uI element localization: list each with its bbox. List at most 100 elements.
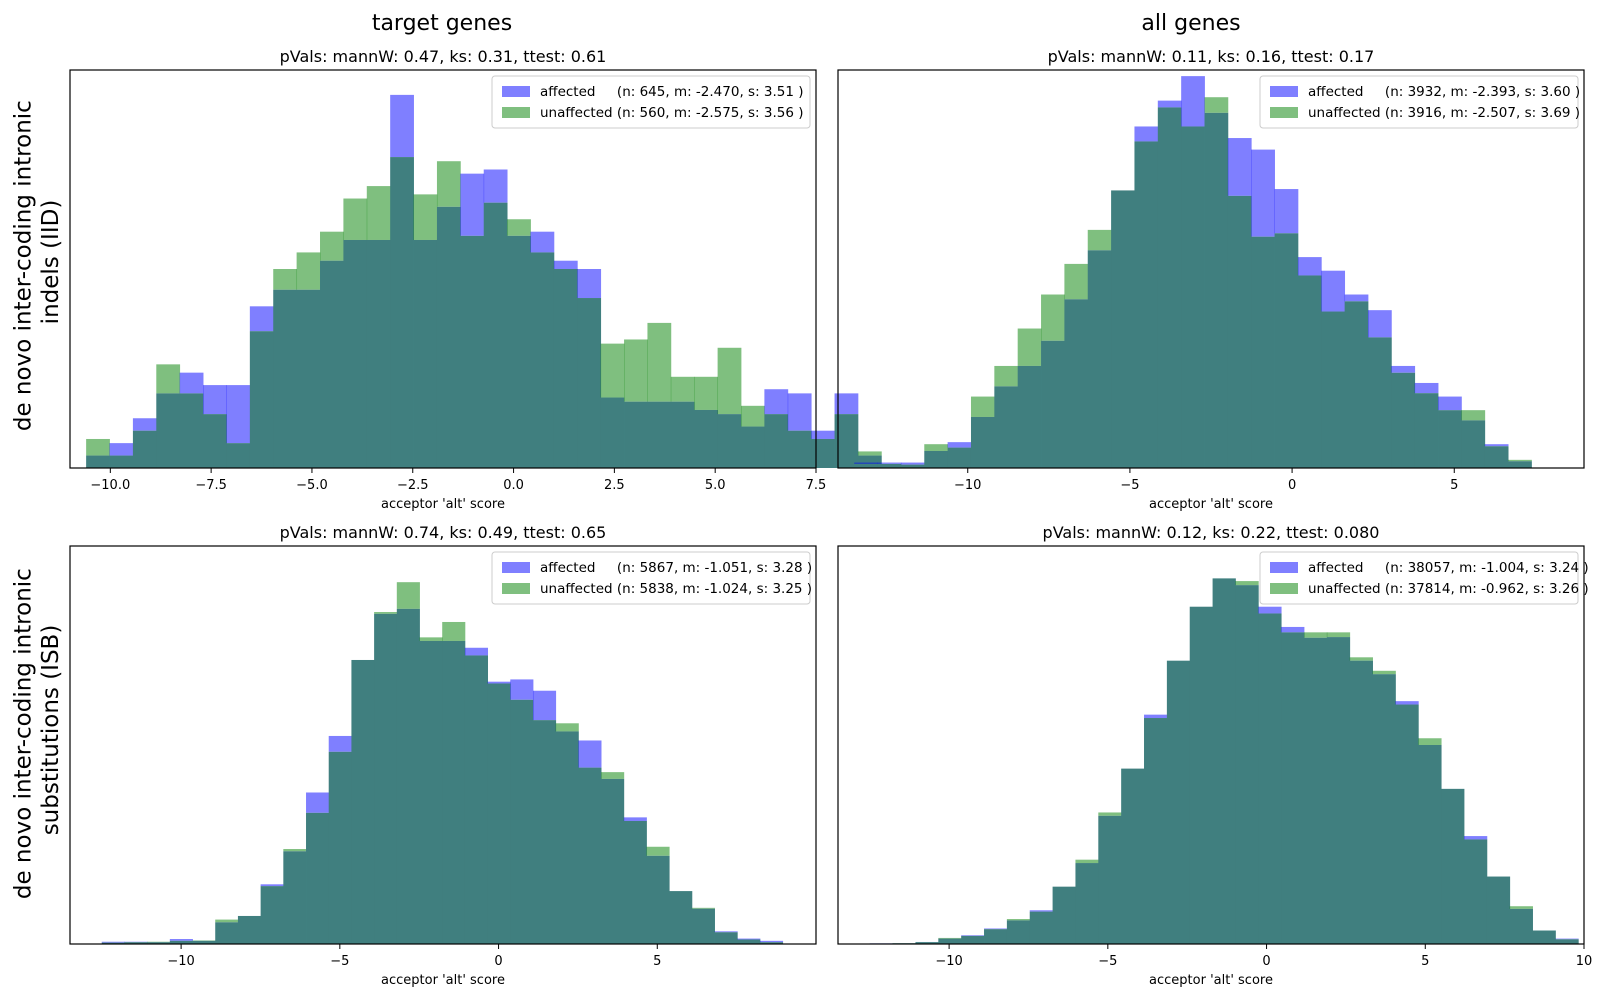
x-tick-label: 10 <box>1576 954 1593 969</box>
unaffected-excess-bar <box>273 269 298 290</box>
axes-frame <box>69 545 817 945</box>
overlap-bar <box>124 942 148 944</box>
legend-label-affected: affected (n: 38057, m: -1.004, s: 3.24 ) <box>1308 560 1589 576</box>
panel-title: pVals: mannW: 0.12, ks: 0.22, ttest: 0.0… <box>1043 523 1380 542</box>
overlap-bar <box>1144 718 1168 944</box>
overlap-bar <box>1486 876 1511 944</box>
overlap-bar <box>530 252 555 468</box>
affected-excess-bar <box>759 940 784 943</box>
overlap-bar <box>101 942 125 944</box>
affected-excess-bar <box>510 679 534 700</box>
axes-frame <box>837 69 1585 469</box>
x-tick-label: −7.5 <box>195 478 227 493</box>
overlap-bar <box>460 235 485 468</box>
legend: affected (n: 5867, m: -1.051, s: 3.28 ) u… <box>491 551 812 605</box>
overlap-bar <box>834 414 859 468</box>
x-tick-label: −5 <box>1120 478 1139 493</box>
unaffected-excess-bar <box>1204 97 1229 113</box>
unaffected-excess-bar <box>994 365 1019 387</box>
overlap-bar <box>1344 301 1369 468</box>
legend-box <box>491 551 811 605</box>
overlap-bar <box>132 430 157 468</box>
overlap-bar <box>1157 107 1182 469</box>
unaffected-excess-bar <box>1508 459 1532 462</box>
affected-excess-bar <box>101 941 125 943</box>
legend: affected (n: 645, m: -2.470, s: 3.51 ) un… <box>491 75 811 129</box>
histogram-bars <box>86 94 882 468</box>
affected-excess-bar <box>787 393 812 431</box>
x-tick-label: −2.5 <box>397 478 429 493</box>
overlap-bar <box>577 298 602 468</box>
overlap-bar <box>947 447 972 468</box>
legend-label-affected: affected (n: 645, m: -2.470, s: 3.51 ) <box>540 84 804 100</box>
overlap-bar <box>109 455 134 468</box>
overlap-bar <box>215 922 239 944</box>
affected-excess-bar <box>877 462 902 464</box>
legend-swatch-affected <box>1270 86 1298 97</box>
unaffected-excess-bar <box>1098 812 1122 816</box>
overlap-bar <box>1509 908 1533 944</box>
affected-excess-bar <box>900 462 925 465</box>
affected-excess-bar <box>984 928 1008 930</box>
affected-excess-bar <box>487 681 511 684</box>
x-axis-label: acceptor 'alt' score <box>381 497 505 512</box>
overlap-bar <box>1041 340 1065 468</box>
x-axis: −10 −5 0 5 10 <box>935 944 1592 969</box>
overlap-bar <box>306 812 330 944</box>
x-tick-label: 5.0 <box>705 478 726 493</box>
histogram-bars <box>101 582 784 944</box>
overlap-bar <box>1166 660 1191 944</box>
affected-excess-bar <box>1281 626 1305 633</box>
overlap-bar <box>1087 250 1112 468</box>
unaffected-excess-bar <box>555 723 579 732</box>
overlap-bar <box>924 450 949 468</box>
x-tick-label: 5 <box>653 954 661 969</box>
unaffected-excess-bar <box>647 322 672 402</box>
x-tick-label: 0.0 <box>503 478 524 493</box>
overlap-bar <box>86 455 110 468</box>
overlap-bar <box>764 414 789 468</box>
overlap-bar <box>984 929 1008 944</box>
affected-excess-bar <box>1344 294 1369 302</box>
affected-excess-bar <box>1029 910 1053 912</box>
column-title-target-genes: target genes <box>372 11 512 36</box>
overlap-bar <box>1391 372 1416 468</box>
overlap-bar <box>328 751 352 944</box>
histogram-panel-target-substitutions: pVals: mannW: 0.74, ks: 0.49, ttest: 0.6… <box>69 523 817 988</box>
overlap-bar <box>1064 299 1089 468</box>
unaffected-excess-bar <box>442 621 466 641</box>
overlap-bar <box>694 409 719 468</box>
overlap-bar <box>192 940 216 944</box>
panel-title: pVals: mannW: 0.47, ks: 0.31, ttest: 0.6… <box>280 47 607 66</box>
affected-excess-bar <box>390 94 414 158</box>
overlap-bar <box>1134 141 1159 468</box>
affected-excess-bar <box>1438 396 1462 411</box>
legend-swatch-affected <box>502 562 530 573</box>
affected-excess-bar <box>1181 76 1205 127</box>
x-tick-label: −10 <box>954 478 981 493</box>
overlap-bar <box>1326 637 1351 944</box>
affected-excess-bar <box>1464 836 1488 840</box>
overlap-bar <box>553 269 578 468</box>
x-tick-label: −10.0 <box>90 478 130 493</box>
overlap-bar <box>1367 337 1392 468</box>
overlap-bar <box>1372 674 1396 944</box>
overlap-bar <box>366 239 391 468</box>
overlap-bar <box>1274 233 1299 468</box>
overlap-bar <box>464 655 489 944</box>
unaffected-excess-bar <box>857 451 882 456</box>
legend-label-unaffected: unaffected (n: 37814, m: -0.962, s: 3.26… <box>1308 581 1589 597</box>
affected-excess-bar <box>714 931 738 933</box>
axes-frame <box>69 69 817 469</box>
unaffected-excess-bar <box>320 231 344 261</box>
x-axis: −10 −5 0 5 <box>167 944 661 969</box>
unaffected-excess-bar <box>970 396 995 417</box>
x-axis: −10 −5 0 5 <box>954 468 1458 493</box>
overlap-bar <box>624 401 648 468</box>
unaffected-excess-bar <box>343 198 368 240</box>
overlap-bar <box>1181 126 1205 468</box>
overlap-bar <box>1251 236 1275 468</box>
overlap-bar <box>442 640 466 944</box>
legend-box <box>1259 551 1579 605</box>
